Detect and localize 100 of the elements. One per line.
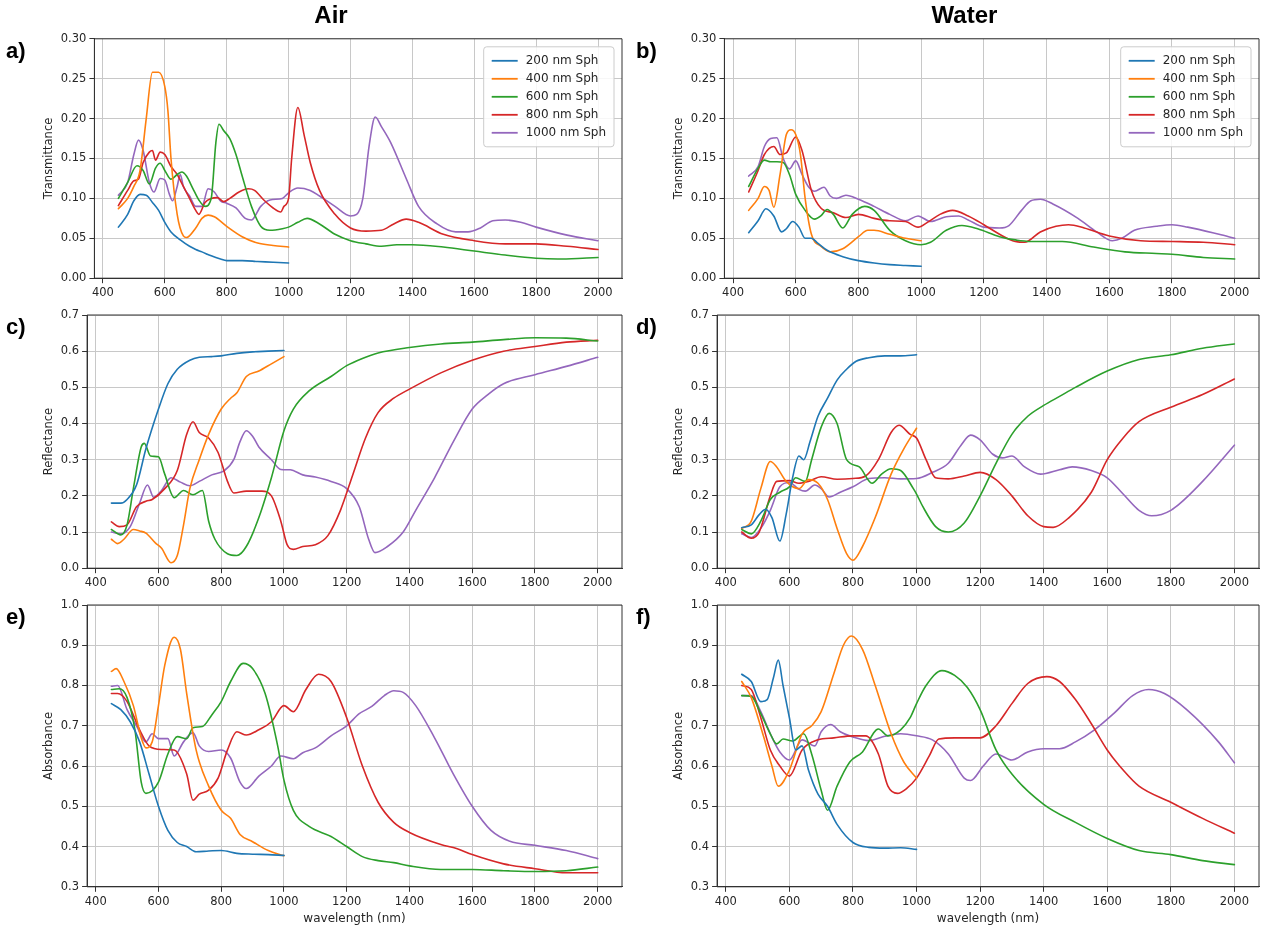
x-tick-label: 800	[841, 893, 864, 908]
x-tick-label: 1600	[1092, 575, 1122, 590]
x-tick-label: 1200	[332, 893, 362, 908]
x-tick-label: 800	[210, 575, 233, 590]
x-tick-label: 1800	[520, 575, 550, 590]
x-tick-label: 400	[714, 575, 737, 590]
x-tick-label: 1800	[521, 285, 551, 300]
x-tick-label: 1200	[969, 285, 999, 300]
text: c)	[6, 314, 26, 340]
x-tick-label: 1000	[906, 285, 936, 300]
line-series	[747, 128, 922, 253]
y-axis-title: Reflectance	[40, 407, 55, 476]
legend-label: 800 nm Sph	[525, 106, 599, 121]
line-series	[110, 636, 285, 857]
x-tick-label: 1000	[273, 285, 304, 300]
line-series	[110, 349, 285, 504]
x-tick-label: 1200	[332, 575, 362, 590]
y-tick-label: 0.3	[60, 878, 80, 893]
x-tick-label: 800	[841, 575, 864, 590]
x-tick-label: 1400	[1029, 575, 1059, 590]
line-series	[740, 675, 1236, 835]
x-axis-title: wavelength (nm)	[303, 910, 406, 925]
y-tick-label: 0.00	[60, 270, 87, 285]
x-tick-label: 1600	[457, 575, 487, 590]
y-tick-label: 0.25	[60, 70, 87, 85]
x-tick-label: 1800	[1156, 575, 1186, 590]
x-tick-label: 400	[91, 285, 114, 300]
y-tick-label: 0.6	[60, 758, 80, 773]
line-series	[740, 635, 918, 787]
line-series	[740, 353, 918, 542]
x-tick-label: 1400	[1029, 893, 1059, 908]
line-series	[740, 669, 1236, 866]
y-tick-label: 0.00	[690, 270, 717, 285]
legend-label: 200 nm Sph	[525, 52, 599, 67]
x-tick-label: 600	[147, 893, 170, 908]
y-tick-label: 0.1	[60, 524, 80, 539]
y-tick-label: 0.9	[690, 637, 710, 652]
y-tick-label: 0.10	[60, 190, 87, 205]
chart-title: Water	[931, 1, 998, 29]
x-tick-label: 1200	[965, 893, 995, 908]
x-tick-label: 2000	[1220, 285, 1250, 300]
y-tick-label: 0.3	[60, 451, 80, 466]
y-axis-title: Absorbance	[40, 711, 55, 780]
x-tick-label: 1200	[335, 285, 366, 300]
x-tick-label: 2000	[1219, 893, 1250, 908]
y-tick-label: 0.0	[60, 560, 80, 575]
text: b)	[636, 37, 657, 63]
y-tick-label: 0.5	[60, 798, 80, 813]
x-tick-label: 2000	[583, 893, 613, 908]
x-tick-label: 400	[84, 893, 107, 908]
y-axis-title: Reflectance	[670, 407, 685, 476]
y-tick-label: 0.2	[60, 487, 80, 502]
x-tick-label: 1200	[965, 575, 995, 590]
x-tick-label: 1000	[269, 893, 299, 908]
text: e)	[6, 604, 26, 630]
line-series	[740, 427, 918, 562]
x-tick-label: 1600	[457, 893, 487, 908]
y-tick-label: 0.05	[690, 230, 717, 245]
x-tick-label: 1400	[394, 893, 425, 908]
y-tick-label: 0.20	[60, 110, 87, 125]
x-tick-label: 1400	[1031, 285, 1062, 300]
legend-label: 200 nm Sph	[1162, 52, 1236, 67]
y-tick-label: 0.7	[60, 717, 80, 732]
y-tick-label: 0.5	[60, 379, 80, 394]
y-axis-title: Transmittance	[40, 117, 55, 201]
y-axis-title: Transmittance	[670, 117, 685, 201]
y-tick-label: 0.7	[690, 717, 710, 732]
line-series	[740, 434, 1236, 539]
x-tick-label: 1600	[1092, 893, 1122, 908]
x-tick-label: 600	[784, 285, 807, 300]
chart-title: Air	[314, 1, 348, 29]
y-tick-label: 0.20	[690, 110, 717, 125]
y-tick-label: 0.8	[60, 677, 80, 692]
line-series	[747, 207, 922, 268]
line-series	[110, 702, 285, 857]
y-tick-label: 0.4	[690, 415, 710, 430]
legend-label: 800 nm Sph	[1162, 106, 1236, 121]
y-tick-label: 0.4	[60, 415, 80, 430]
y-tick-label: 0.6	[60, 343, 80, 358]
x-tick-label: 600	[147, 575, 170, 590]
legend-label: 1000 nm Sph	[1162, 124, 1244, 139]
y-tick-label: 0.6	[690, 758, 710, 773]
y-tick-label: 0.4	[60, 838, 80, 853]
y-tick-label: 0.25	[690, 70, 717, 85]
line-series	[740, 343, 1236, 535]
line-series	[117, 193, 290, 264]
y-tick-label: 0.15	[690, 150, 717, 165]
x-tick-label: 1000	[269, 575, 299, 590]
y-tick-label: 0.5	[690, 379, 710, 394]
legend-label: 600 nm Sph	[525, 88, 599, 103]
x-tick-label: 400	[722, 285, 744, 300]
legend-label: 400 nm Sph	[525, 70, 599, 85]
y-tick-label: 0.3	[690, 878, 710, 893]
line-series	[117, 71, 290, 248]
y-tick-label: 0.7	[60, 306, 80, 321]
x-axis-title: wavelength (nm)	[936, 910, 1040, 925]
line-series	[110, 355, 285, 564]
x-tick-label: 1800	[1156, 893, 1186, 908]
y-tick-label: 0.0	[690, 560, 710, 575]
x-tick-label: 400	[84, 575, 107, 590]
